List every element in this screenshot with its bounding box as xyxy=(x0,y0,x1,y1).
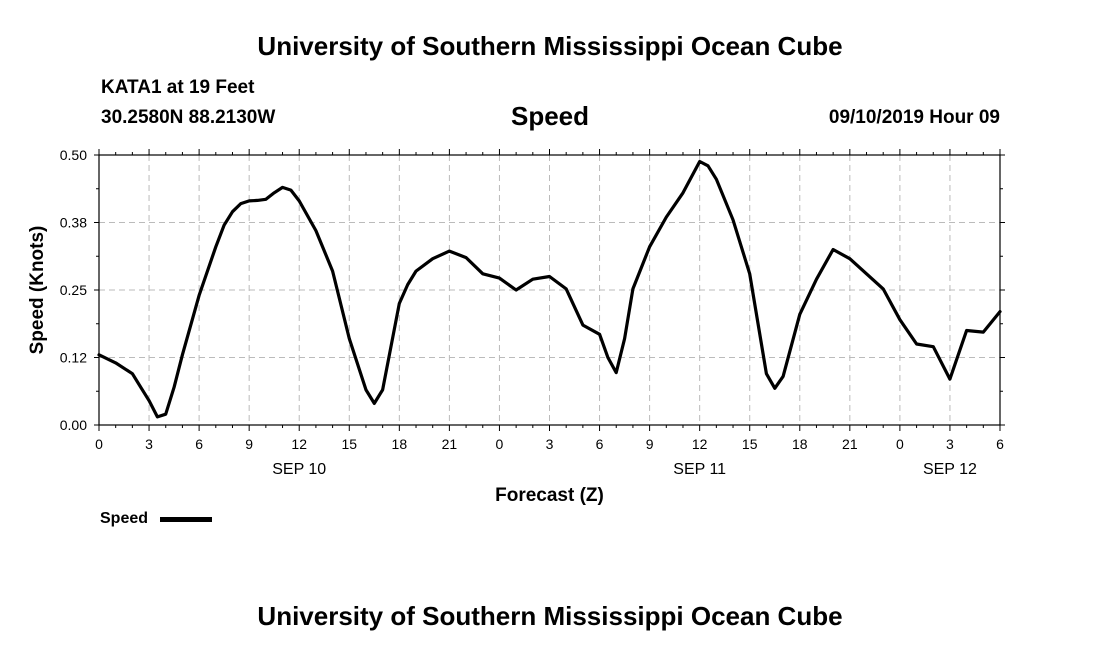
legend-label: Speed xyxy=(100,510,149,527)
y-tick-label: 0.12 xyxy=(60,350,87,366)
date-label: SEP 12 xyxy=(923,461,977,478)
x-tick-label: 9 xyxy=(245,436,253,452)
x-tick-label: 21 xyxy=(842,436,858,452)
plot-frame xyxy=(98,154,1001,426)
y-tick-label: 0.00 xyxy=(60,417,87,433)
y-tick-label: 0.50 xyxy=(60,147,87,163)
x-tick-label: 18 xyxy=(392,436,408,452)
x-tick-label: 0 xyxy=(896,436,904,452)
x-tick-label: 18 xyxy=(792,436,808,452)
x-tick-label: 9 xyxy=(646,436,654,452)
speed-line xyxy=(97,159,1002,419)
x-axis-label: Forecast (Z) xyxy=(495,485,604,506)
legend-line-swatch xyxy=(160,517,212,522)
date-label: SEP 10 xyxy=(272,461,326,478)
x-tick-label: 3 xyxy=(145,436,153,452)
x-tick-label: 12 xyxy=(291,436,307,452)
x-tick-label: 0 xyxy=(95,436,103,452)
chart-title: Speed xyxy=(510,101,590,131)
x-tick-label: 21 xyxy=(442,436,458,452)
x-tick-label: 6 xyxy=(996,436,1004,452)
grid-lines xyxy=(99,155,1000,425)
series-layer xyxy=(97,159,1002,419)
x-tick-label: 6 xyxy=(195,436,203,452)
x-tick-label: 15 xyxy=(341,436,357,452)
coordinates-label: 30.2580N 88.2130W xyxy=(101,107,276,128)
y-axis-label: Speed (Knots) xyxy=(27,226,48,355)
x-tick-label: 3 xyxy=(546,436,554,452)
forecast-datetime: 09/10/2019 Hour 09 xyxy=(828,107,1000,128)
axis-labels: 0.00 0.12 0.25 0.38 0.50 0 3 6 9 12 15 18 21 0 3 6 9 12 15… xyxy=(60,147,1004,478)
x-tick-label: 0 xyxy=(496,436,504,452)
x-tick-label: 12 xyxy=(692,436,708,452)
header-title: University of Southern Mississippi Ocean… xyxy=(257,31,843,61)
x-tick-label: 15 xyxy=(742,436,758,452)
station-label: KATA1 at 19 Feet xyxy=(101,77,255,98)
x-tick-label: 3 xyxy=(946,436,954,452)
x-tick-label: 6 xyxy=(596,436,604,452)
footer-title: University of Southern Mississippi Ocean… xyxy=(257,601,843,631)
date-label: SEP 11 xyxy=(673,461,726,478)
y-tick-label: 0.38 xyxy=(60,215,87,231)
y-tick-label: 0.25 xyxy=(60,282,87,298)
